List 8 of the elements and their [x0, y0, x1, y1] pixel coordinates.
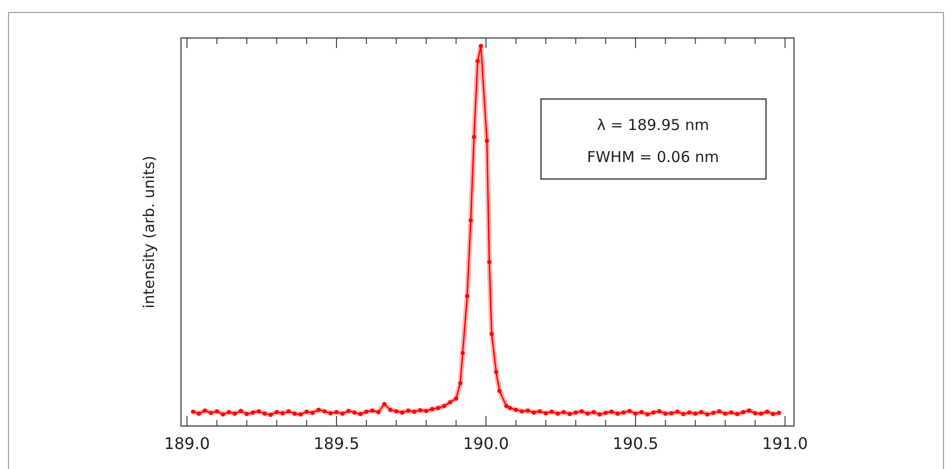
- x-tick-label: 189.0: [164, 434, 210, 453]
- annotation: λ = 189.95 nm: [596, 116, 710, 134]
- x-tick-label: 190.5: [612, 434, 658, 453]
- x-tick-label: 189.5: [314, 434, 360, 453]
- x-tick-label: 190.0: [463, 434, 509, 453]
- y-axis-title: intensity (arb. units): [140, 156, 158, 308]
- x-tick-label: 191.0: [762, 434, 808, 453]
- annotation: FWHM = 0.06 nm: [586, 148, 720, 166]
